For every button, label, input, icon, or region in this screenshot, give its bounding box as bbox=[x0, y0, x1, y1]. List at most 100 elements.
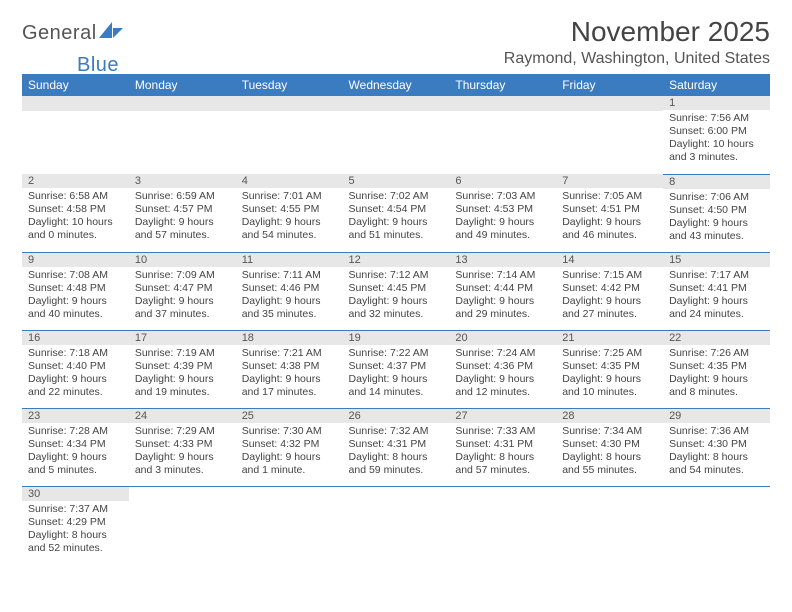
daylight-text: Daylight: 9 hours and 10 minutes. bbox=[562, 373, 657, 399]
calendar-week-row: 2Sunrise: 6:58 AMSunset: 4:58 PMDaylight… bbox=[22, 174, 770, 252]
daylight-text: Daylight: 9 hours and 54 minutes. bbox=[242, 216, 337, 242]
sunset-text: Sunset: 4:35 PM bbox=[669, 360, 764, 373]
calendar-day-cell: 5Sunrise: 7:02 AMSunset: 4:54 PMDaylight… bbox=[343, 174, 450, 252]
day-number: 3 bbox=[129, 174, 236, 188]
day-data: Sunrise: 7:36 AMSunset: 4:30 PMDaylight:… bbox=[663, 423, 770, 482]
sunset-text: Sunset: 4:30 PM bbox=[562, 438, 657, 451]
sunset-text: Sunset: 4:57 PM bbox=[135, 203, 230, 216]
sunset-text: Sunset: 4:39 PM bbox=[135, 360, 230, 373]
sunset-text: Sunset: 4:54 PM bbox=[349, 203, 444, 216]
daylight-text: Daylight: 8 hours and 57 minutes. bbox=[455, 451, 550, 477]
daylight-text: Daylight: 9 hours and 51 minutes. bbox=[349, 216, 444, 242]
day-data: Sunrise: 7:24 AMSunset: 4:36 PMDaylight:… bbox=[449, 345, 556, 404]
calendar-day-cell: 11Sunrise: 7:11 AMSunset: 4:46 PMDayligh… bbox=[236, 252, 343, 330]
calendar-day-cell: 20Sunrise: 7:24 AMSunset: 4:36 PMDayligh… bbox=[449, 330, 556, 408]
calendar-day-cell bbox=[343, 486, 450, 564]
day-number bbox=[129, 96, 236, 111]
sail-icon bbox=[99, 22, 125, 45]
day-number: 10 bbox=[129, 253, 236, 267]
sunrise-text: Sunrise: 7:32 AM bbox=[349, 425, 444, 438]
day-data: Sunrise: 7:22 AMSunset: 4:37 PMDaylight:… bbox=[343, 345, 450, 404]
daylight-text: Daylight: 9 hours and 29 minutes. bbox=[455, 295, 550, 321]
day-data: Sunrise: 7:32 AMSunset: 4:31 PMDaylight:… bbox=[343, 423, 450, 482]
sunrise-text: Sunrise: 7:26 AM bbox=[669, 347, 764, 360]
calendar-day-cell: 8Sunrise: 7:06 AMSunset: 4:50 PMDaylight… bbox=[663, 174, 770, 252]
sunset-text: Sunset: 4:55 PM bbox=[242, 203, 337, 216]
calendar-day-cell: 7Sunrise: 7:05 AMSunset: 4:51 PMDaylight… bbox=[556, 174, 663, 252]
sunrise-text: Sunrise: 7:18 AM bbox=[28, 347, 123, 360]
day-number: 25 bbox=[236, 409, 343, 423]
weekday-header: Wednesday bbox=[343, 74, 450, 96]
day-data: Sunrise: 7:21 AMSunset: 4:38 PMDaylight:… bbox=[236, 345, 343, 404]
sunrise-text: Sunrise: 7:19 AM bbox=[135, 347, 230, 360]
sunset-text: Sunset: 4:58 PM bbox=[28, 203, 123, 216]
day-number: 19 bbox=[343, 331, 450, 345]
sunrise-text: Sunrise: 7:08 AM bbox=[28, 269, 123, 282]
daylight-text: Daylight: 9 hours and 24 minutes. bbox=[669, 295, 764, 321]
sunset-text: Sunset: 4:29 PM bbox=[28, 516, 123, 529]
day-data: Sunrise: 7:34 AMSunset: 4:30 PMDaylight:… bbox=[556, 423, 663, 482]
day-data: Sunrise: 6:59 AMSunset: 4:57 PMDaylight:… bbox=[129, 188, 236, 247]
calendar-day-cell: 28Sunrise: 7:34 AMSunset: 4:30 PMDayligh… bbox=[556, 408, 663, 486]
day-number: 15 bbox=[663, 253, 770, 267]
calendar-day-cell bbox=[663, 486, 770, 564]
sunrise-text: Sunrise: 7:15 AM bbox=[562, 269, 657, 282]
day-number bbox=[556, 96, 663, 111]
sunrise-text: Sunrise: 7:02 AM bbox=[349, 190, 444, 203]
calendar-day-cell bbox=[22, 96, 129, 174]
calendar-week-row: 16Sunrise: 7:18 AMSunset: 4:40 PMDayligh… bbox=[22, 330, 770, 408]
day-data: Sunrise: 7:19 AMSunset: 4:39 PMDaylight:… bbox=[129, 345, 236, 404]
day-number: 1 bbox=[663, 96, 770, 110]
month-title: November 2025 bbox=[504, 16, 770, 48]
sunset-text: Sunset: 4:34 PM bbox=[28, 438, 123, 451]
day-number: 12 bbox=[343, 253, 450, 267]
sunset-text: Sunset: 4:37 PM bbox=[349, 360, 444, 373]
day-number: 29 bbox=[663, 409, 770, 423]
weekday-header: Thursday bbox=[449, 74, 556, 96]
day-number bbox=[449, 96, 556, 111]
sunset-text: Sunset: 4:38 PM bbox=[242, 360, 337, 373]
calendar-day-cell: 21Sunrise: 7:25 AMSunset: 4:35 PMDayligh… bbox=[556, 330, 663, 408]
day-number: 2 bbox=[22, 174, 129, 188]
sunrise-text: Sunrise: 7:06 AM bbox=[669, 191, 764, 204]
brand-blue: Blue bbox=[77, 54, 119, 77]
sunrise-text: Sunrise: 7:21 AM bbox=[242, 347, 337, 360]
sunrise-text: Sunrise: 6:59 AM bbox=[135, 190, 230, 203]
day-number: 23 bbox=[22, 409, 129, 423]
sunset-text: Sunset: 4:53 PM bbox=[455, 203, 550, 216]
calendar-day-cell: 22Sunrise: 7:26 AMSunset: 4:35 PMDayligh… bbox=[663, 330, 770, 408]
calendar-day-cell: 2Sunrise: 6:58 AMSunset: 4:58 PMDaylight… bbox=[22, 174, 129, 252]
weekday-header-row: Sunday Monday Tuesday Wednesday Thursday… bbox=[22, 74, 770, 96]
calendar-day-cell: 16Sunrise: 7:18 AMSunset: 4:40 PMDayligh… bbox=[22, 330, 129, 408]
daylight-text: Daylight: 9 hours and 40 minutes. bbox=[28, 295, 123, 321]
sunset-text: Sunset: 4:51 PM bbox=[562, 203, 657, 216]
day-data: Sunrise: 7:29 AMSunset: 4:33 PMDaylight:… bbox=[129, 423, 236, 482]
day-number: 30 bbox=[22, 487, 129, 501]
calendar-day-cell: 25Sunrise: 7:30 AMSunset: 4:32 PMDayligh… bbox=[236, 408, 343, 486]
day-data: Sunrise: 7:02 AMSunset: 4:54 PMDaylight:… bbox=[343, 188, 450, 247]
weekday-header: Sunday bbox=[22, 74, 129, 96]
day-number bbox=[22, 96, 129, 111]
day-data: Sunrise: 7:37 AMSunset: 4:29 PMDaylight:… bbox=[22, 501, 129, 560]
daylight-text: Daylight: 9 hours and 49 minutes. bbox=[455, 216, 550, 242]
daylight-text: Daylight: 9 hours and 8 minutes. bbox=[669, 373, 764, 399]
sunrise-text: Sunrise: 7:01 AM bbox=[242, 190, 337, 203]
daylight-text: Daylight: 10 hours and 3 minutes. bbox=[669, 138, 764, 164]
sunrise-text: Sunrise: 7:37 AM bbox=[28, 503, 123, 516]
sunset-text: Sunset: 4:35 PM bbox=[562, 360, 657, 373]
sunrise-text: Sunrise: 7:05 AM bbox=[562, 190, 657, 203]
sunset-text: Sunset: 4:32 PM bbox=[242, 438, 337, 451]
calendar-day-cell: 18Sunrise: 7:21 AMSunset: 4:38 PMDayligh… bbox=[236, 330, 343, 408]
day-data: Sunrise: 7:05 AMSunset: 4:51 PMDaylight:… bbox=[556, 188, 663, 247]
calendar-day-cell: 17Sunrise: 7:19 AMSunset: 4:39 PMDayligh… bbox=[129, 330, 236, 408]
page-header: General November 2025 Raymond, Washingto… bbox=[22, 16, 770, 68]
day-number: 27 bbox=[449, 409, 556, 423]
day-data: Sunrise: 7:09 AMSunset: 4:47 PMDaylight:… bbox=[129, 267, 236, 326]
calendar-week-row: 9Sunrise: 7:08 AMSunset: 4:48 PMDaylight… bbox=[22, 252, 770, 330]
calendar-week-row: 30Sunrise: 7:37 AMSunset: 4:29 PMDayligh… bbox=[22, 486, 770, 564]
sunset-text: Sunset: 4:33 PM bbox=[135, 438, 230, 451]
day-number bbox=[343, 96, 450, 111]
sunrise-text: Sunrise: 7:30 AM bbox=[242, 425, 337, 438]
day-data: Sunrise: 7:17 AMSunset: 4:41 PMDaylight:… bbox=[663, 267, 770, 326]
daylight-text: Daylight: 9 hours and 35 minutes. bbox=[242, 295, 337, 321]
